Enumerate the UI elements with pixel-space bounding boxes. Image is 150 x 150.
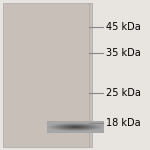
Text: 35 kDa: 35 kDa (106, 48, 141, 57)
FancyBboxPatch shape (3, 3, 92, 147)
Text: 45 kDa: 45 kDa (106, 22, 141, 32)
Text: 18 kDa: 18 kDa (106, 118, 141, 128)
Text: 25 kDa: 25 kDa (106, 88, 141, 98)
